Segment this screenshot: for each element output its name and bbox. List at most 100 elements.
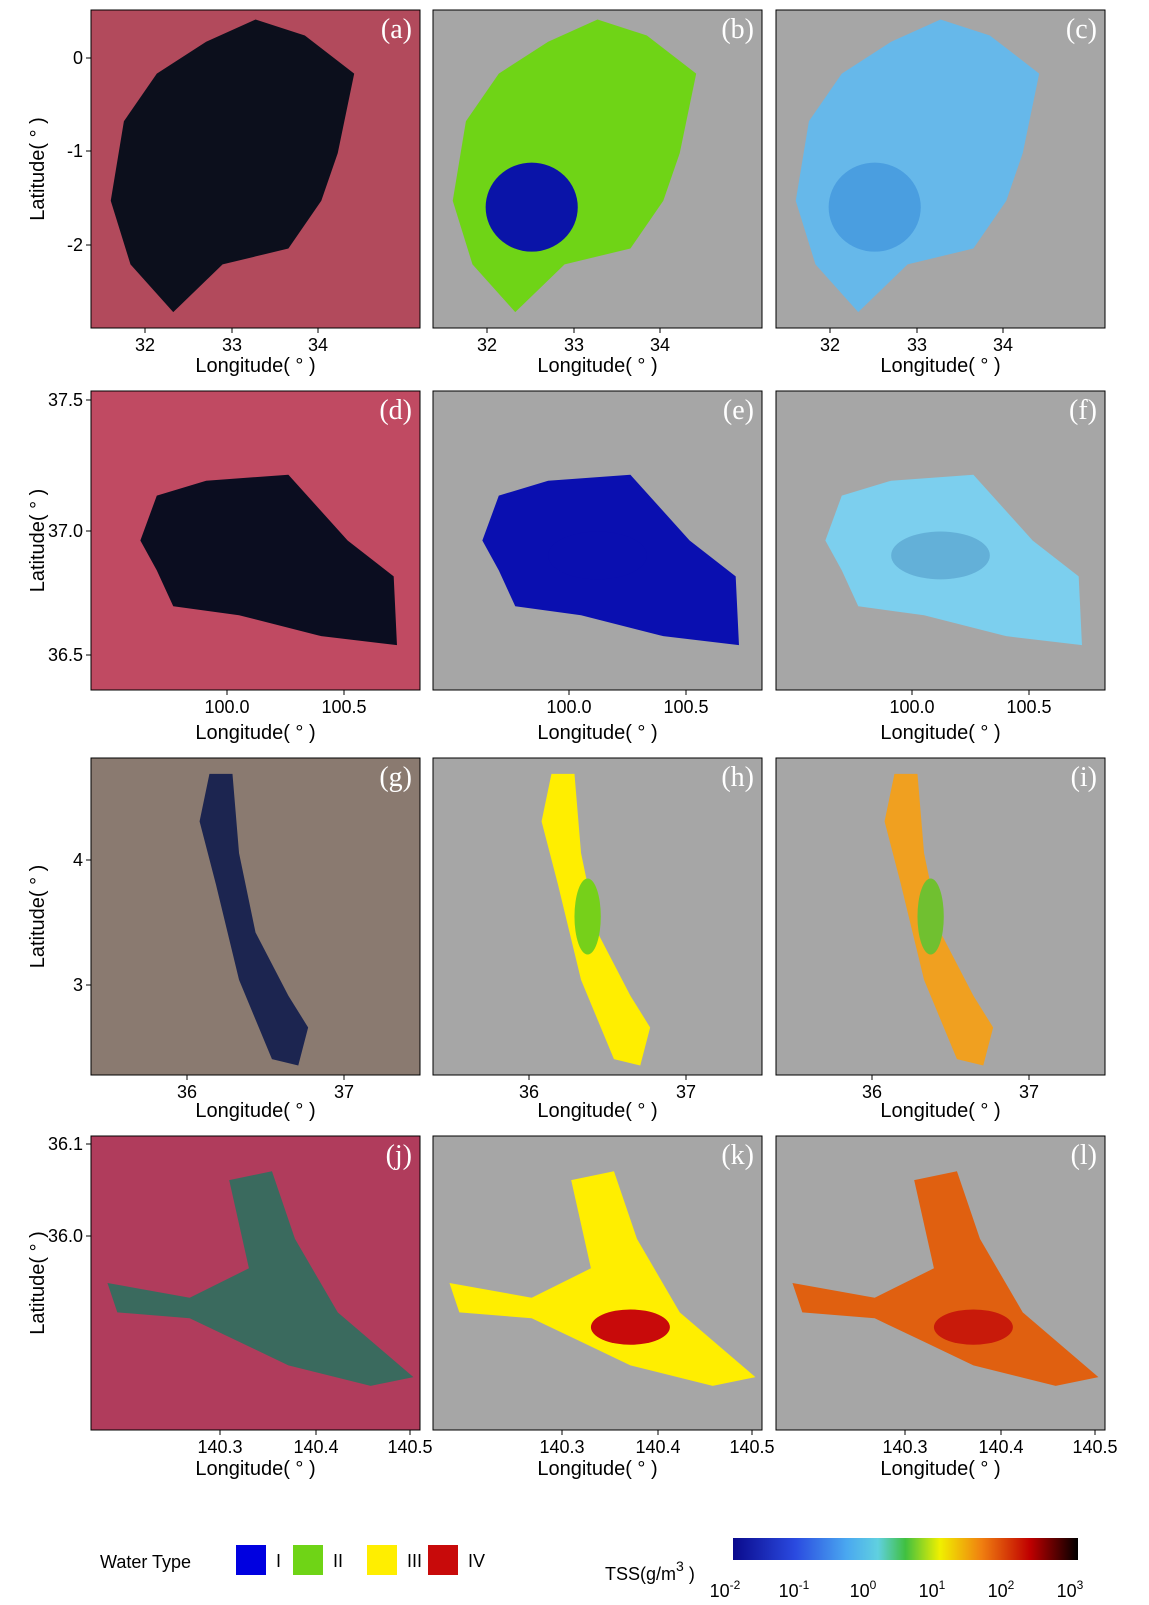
x-tick-label: 140.5 <box>729 1437 774 1457</box>
x-tick-label: 140.4 <box>293 1437 338 1457</box>
colorbar-tick-label: 101 <box>919 1578 946 1601</box>
x-axis-label: Longitude( ° ) <box>195 355 315 377</box>
tick-exp: 3 <box>1077 1578 1084 1592</box>
colorbar-title-sup: 3 <box>676 1558 684 1574</box>
x-tick-label: 140.5 <box>1072 1437 1117 1457</box>
panel-label: (i) <box>1071 762 1097 793</box>
lake-patch <box>486 163 578 252</box>
x-tick-label: 100.5 <box>321 697 366 717</box>
colorbar-tick-label: 103 <box>1057 1578 1084 1601</box>
x-tick-label: 34 <box>650 335 670 355</box>
tick-base: 10 <box>988 1581 1008 1601</box>
x-tick-label: 100.5 <box>1006 697 1051 717</box>
x-tick-label: 32 <box>135 335 155 355</box>
panel-label: (k) <box>721 1140 754 1171</box>
tick-base: 10 <box>1057 1581 1077 1601</box>
x-tick-label: 140.5 <box>387 1437 432 1457</box>
colorbar-tick-label: 100 <box>850 1578 877 1601</box>
panel-label: (e) <box>723 395 754 426</box>
x-tick-label: 100.0 <box>204 697 249 717</box>
map-panel: (i) 36 37 Longitude( ° ) <box>776 758 1105 1122</box>
tick-exp: 1 <box>939 1578 946 1592</box>
map-panel: (g)3637Longitude( ° ) <box>91 758 420 1122</box>
panel-background <box>91 758 420 1075</box>
x-tick-label: 100.0 <box>546 697 591 717</box>
x-tick-label: 100.0 <box>889 697 934 717</box>
y-axis-label: Latitude( ° ) <box>27 1231 49 1335</box>
x-axis-label: Longitude( ° ) <box>880 355 1000 377</box>
y-tick-label: 37.0 <box>48 521 83 541</box>
colorbar-tick-label: 102 <box>988 1578 1015 1601</box>
panel-label: (b) <box>721 14 754 45</box>
lake-patch <box>934 1309 1013 1344</box>
x-axis-label: Longitude( ° ) <box>195 722 315 744</box>
map-panel: (k)140.3140.4140.5Longitude( ° ) <box>433 1136 775 1480</box>
y-tick-label: 36.0 <box>48 1226 83 1246</box>
map-panel: (e) 100.0 100.5 Longitude( ° ) <box>433 391 762 744</box>
legend-swatch <box>367 1545 397 1575</box>
x-axis-label: Longitude( ° ) <box>880 1100 1000 1122</box>
lake-patch <box>574 878 600 954</box>
x-tick-label: 33 <box>222 335 242 355</box>
lake-patch <box>548 532 647 580</box>
x-tick-label: 32 <box>477 335 497 355</box>
x-axis-label: Longitude( ° ) <box>880 722 1000 744</box>
panel-label: (h) <box>721 762 754 793</box>
x-tick-label: 140.3 <box>539 1437 584 1457</box>
y-tick-label: 0 <box>73 48 83 68</box>
y-axis-label: Latitude( ° ) <box>27 489 49 593</box>
map-panel: (b) 32 33 34Longitude( ° ) <box>433 10 762 377</box>
y-tick-label: -2 <box>67 235 83 255</box>
panel-label: (j) <box>386 1140 412 1171</box>
colorbar-tick-label: 10-2 <box>710 1578 741 1601</box>
x-tick-label: 37 <box>334 1082 354 1102</box>
x-tick-label: 37 <box>1019 1082 1039 1102</box>
x-tick-label: 33 <box>564 335 584 355</box>
x-tick-label: 36 <box>519 1082 539 1102</box>
lake-patch <box>591 1309 670 1344</box>
y-tick-label: 37.5 <box>48 390 83 410</box>
legend-label: II <box>333 1551 343 1571</box>
panel-label: (l) <box>1071 1140 1097 1171</box>
x-axis-label: Longitude( ° ) <box>880 1458 1000 1480</box>
x-axis-label: Longitude( ° ) <box>195 1100 315 1122</box>
x-tick-label: 100.5 <box>663 697 708 717</box>
colorbar-tick-label: 10-1 <box>779 1578 810 1601</box>
legend-swatch <box>428 1545 458 1575</box>
tick-exp: 0 <box>870 1578 877 1592</box>
colorbar-title-end: ) <box>684 1564 695 1584</box>
legend-swatch <box>236 1545 266 1575</box>
figure: Water Type TSS(g/m3 ) (a)323334Longitude… <box>0 0 1149 1605</box>
tick-base: 10 <box>779 1581 799 1601</box>
map-panel: (f) 100.0 100.5 Longitude( ° ) <box>776 391 1105 744</box>
tick-base: 10 <box>850 1581 870 1601</box>
y-tick-label: 4 <box>73 850 83 870</box>
panel-label: (a) <box>381 14 412 45</box>
x-tick-label: 36 <box>862 1082 882 1102</box>
x-tick-label: 140.3 <box>882 1437 927 1457</box>
x-axis-label: Longitude( ° ) <box>537 1100 657 1122</box>
x-axis-label: Longitude( ° ) <box>537 722 657 744</box>
tick-base: 10 <box>919 1581 939 1601</box>
panel-label: (f) <box>1069 395 1097 426</box>
colorbar-title-main: TSS(g/m <box>605 1564 676 1584</box>
x-tick-label: 34 <box>993 335 1013 355</box>
x-tick-label: 140.3 <box>197 1437 242 1457</box>
x-tick-label: 34 <box>308 335 328 355</box>
lake-patch <box>891 532 990 580</box>
colorbar <box>733 1538 1078 1560</box>
y-axis-label: Latitude( ° ) <box>27 117 49 221</box>
legend-label: I <box>276 1551 281 1571</box>
y-tick-label: 3 <box>73 975 83 995</box>
y-axis-label: Latitude( ° ) <box>27 865 49 969</box>
tick-base: 10 <box>710 1581 730 1601</box>
legend-label: III <box>407 1551 422 1571</box>
tick-exp: -2 <box>730 1578 741 1592</box>
x-axis-label: Longitude( ° ) <box>537 355 657 377</box>
lake-patch <box>917 878 943 954</box>
